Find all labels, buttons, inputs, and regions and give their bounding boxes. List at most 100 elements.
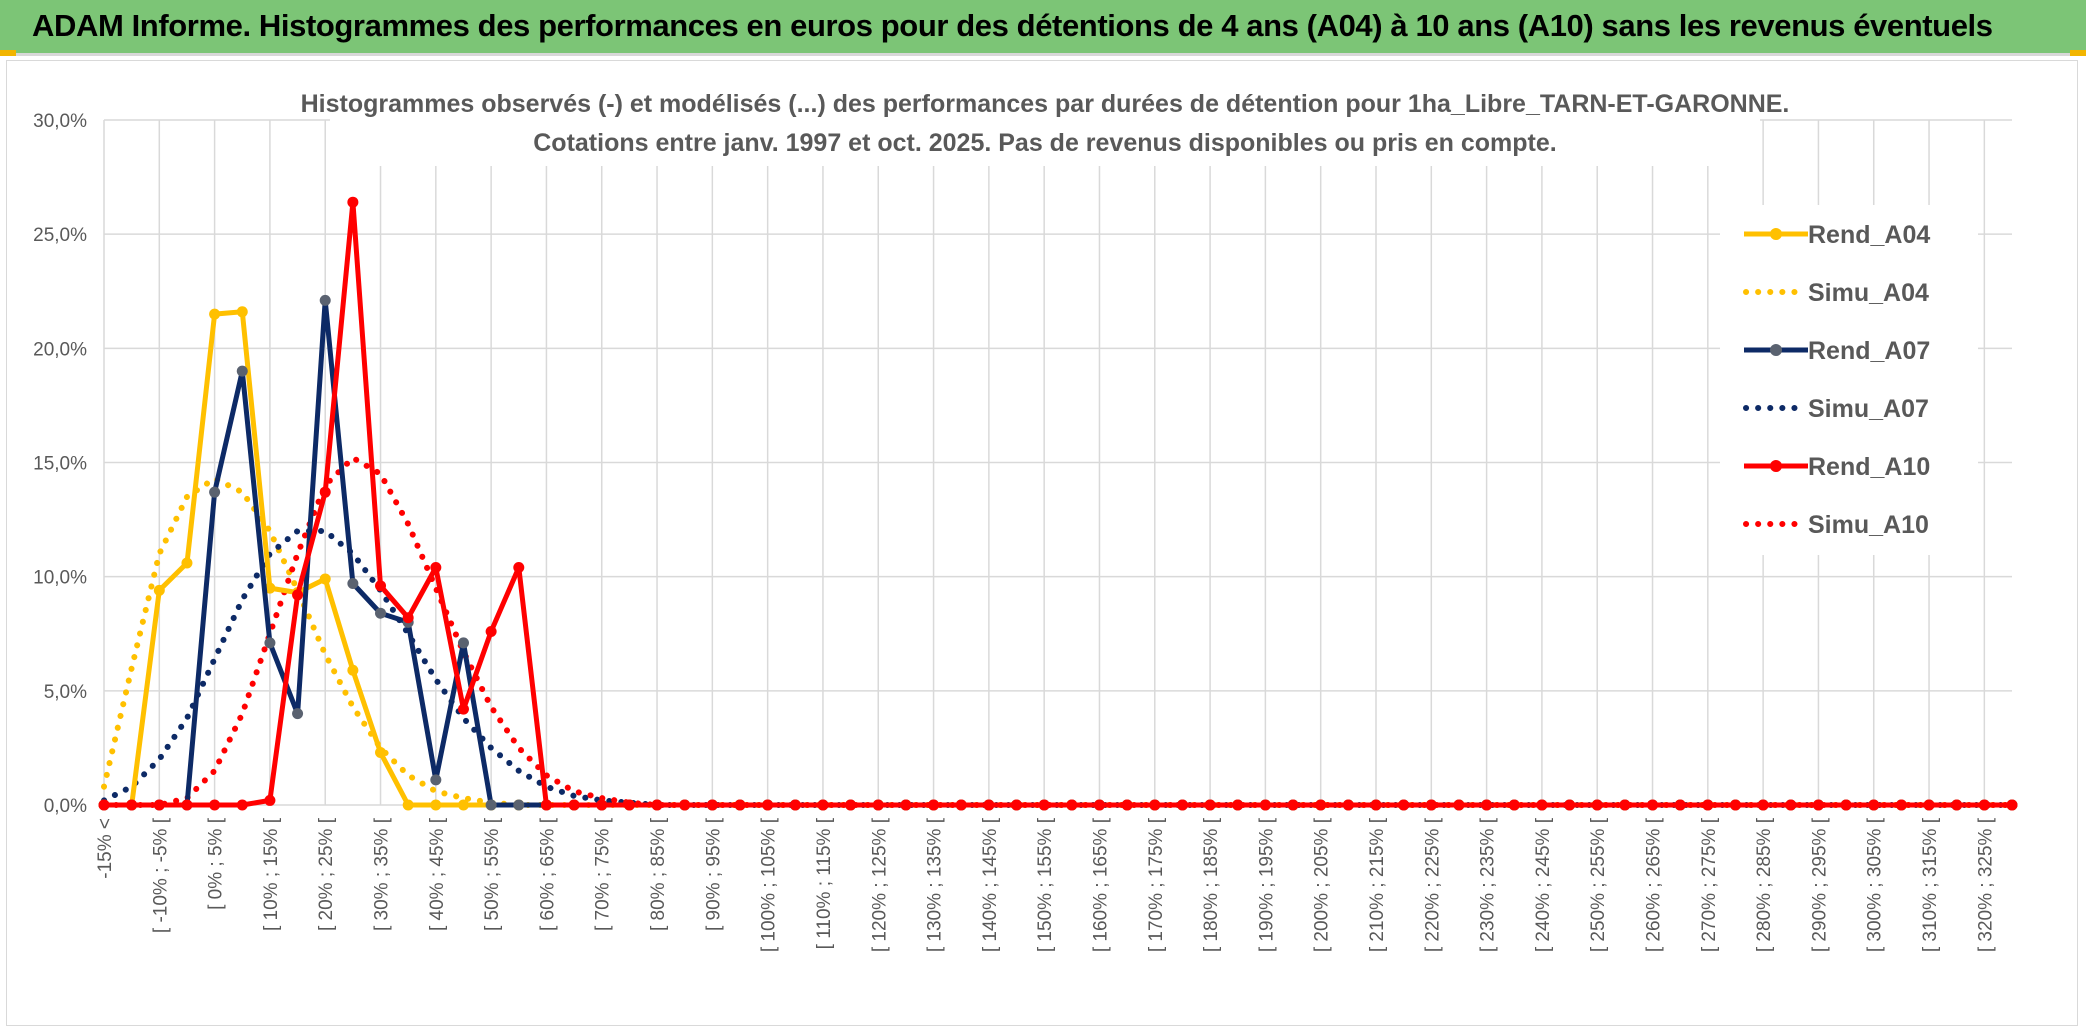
- x-tick-label: [ 20% ; 25% [: [316, 817, 337, 931]
- data-point: [872, 799, 884, 811]
- legend-label: Rend_A10: [1808, 453, 1930, 481]
- x-tick-label: [ 310% ; 315% [: [1920, 817, 1941, 952]
- x-tick-label: [ 300% ; 305% [: [1865, 817, 1886, 952]
- data-point: [928, 799, 940, 811]
- chart-frame: [6, 60, 2078, 1026]
- legend-item-rend-a10: Rend_A10: [1744, 453, 1930, 481]
- x-tick-label: [ 50% ; 55% [: [482, 817, 503, 931]
- chart-legend: Rend_A04 Simu_A04 Rend_A07 Simu_A07 Rend_A10…: [1743, 221, 1930, 539]
- data-point: [485, 625, 497, 637]
- data-point: [126, 799, 138, 811]
- data-point: [430, 562, 442, 574]
- data-point: [1315, 799, 1327, 811]
- data-point: [264, 794, 276, 806]
- data-point: [1729, 799, 1741, 811]
- data-point: [845, 799, 857, 811]
- data-point: [402, 612, 414, 624]
- x-tick-label: [ 140% ; 145% [: [980, 817, 1001, 952]
- x-tick-label: [ 210% ; 215% [: [1367, 817, 1388, 952]
- x-tick-label: [ 160% ; 165% [: [1090, 817, 1111, 952]
- x-tick-label: [ 30% ; 35% [: [372, 817, 393, 931]
- data-point: [181, 557, 193, 569]
- data-point: [457, 637, 469, 649]
- y-tick-label: 20,0%: [33, 339, 87, 360]
- data-point: [1895, 799, 1907, 811]
- legend-item-simu-a04: Simu_A04: [1743, 279, 1929, 307]
- data-point: [568, 799, 580, 811]
- x-tick-label: [ 0% ; 5% [: [206, 817, 227, 910]
- data-point: [375, 607, 387, 619]
- series-simu-a10: [101, 454, 2015, 808]
- data-point: [1287, 799, 1299, 811]
- data-point: [706, 799, 718, 811]
- x-tick-label: [ 90% ; 95% [: [703, 817, 724, 931]
- legend-item-simu-a10: Simu_A10: [1743, 511, 1929, 539]
- legend-marker: [1770, 228, 1782, 240]
- data-point: [1868, 799, 1880, 811]
- chart-subtitle: Cotations entre janv. 1997 et oct. 2025.…: [533, 129, 1556, 157]
- report-banner: ADAM Informe. Histogrammes des performan…: [0, 0, 2086, 56]
- data-point: [209, 486, 221, 498]
- data-point: [402, 799, 414, 811]
- data-point: [430, 774, 442, 786]
- y-tick-label: 5,0%: [44, 682, 87, 703]
- data-point: [596, 799, 608, 811]
- data-point: [347, 664, 359, 676]
- data-point: [900, 799, 912, 811]
- series-line: [101, 528, 2015, 808]
- data-point: [1757, 799, 1769, 811]
- data-point: [264, 582, 276, 594]
- chart-title: Histogrammes observés (-) et modélisés (…: [301, 90, 1790, 118]
- data-point: [236, 365, 248, 377]
- data-point: [1453, 799, 1465, 811]
- data-point: [1591, 799, 1603, 811]
- chart-series: [98, 196, 2018, 811]
- data-point: [1785, 799, 1797, 811]
- x-tick-label: [ 80% ; 85% [: [648, 817, 669, 931]
- x-tick-label: [ 220% ; 225% [: [1422, 817, 1443, 952]
- data-point: [1647, 799, 1659, 811]
- data-point: [1204, 799, 1216, 811]
- data-point: [623, 799, 635, 811]
- data-point: [1923, 799, 1935, 811]
- legend-item-rend-a07: Rend_A07: [1744, 337, 1930, 365]
- data-point: [1011, 799, 1023, 811]
- legend-marker: [1770, 344, 1782, 356]
- x-tick-label: [ 110% ; 115% [: [814, 817, 835, 949]
- data-point: [457, 703, 469, 715]
- y-tick-label: 30,0%: [33, 111, 87, 132]
- data-point: [1978, 799, 1990, 811]
- data-point: [1176, 799, 1188, 811]
- title-background: [330, 78, 1760, 166]
- y-tick-label: 25,0%: [33, 225, 87, 246]
- x-tick-label: [ 290% ; 295% [: [1809, 817, 1830, 952]
- y-tick-label: 10,0%: [33, 568, 87, 589]
- data-point: [1481, 799, 1493, 811]
- data-point: [1398, 799, 1410, 811]
- x-tick-label: [ 240% ; 245% [: [1533, 817, 1554, 952]
- data-point: [430, 799, 442, 811]
- data-point: [1951, 799, 1963, 811]
- x-tick-label: [ 170% ; 175% [: [1146, 817, 1167, 952]
- legend-marker: [1770, 460, 1782, 472]
- data-point: [236, 306, 248, 318]
- y-axis-labels: 0,0% 5,0% 10,0% 15,0% 20,0% 25,0% 30,0%: [33, 111, 87, 817]
- legend-label: Simu_A07: [1808, 395, 1929, 423]
- x-tick-label: [ 120% ; 125% [: [869, 817, 890, 952]
- data-point: [1508, 799, 1520, 811]
- data-point: [292, 708, 304, 720]
- x-tick-label: [ 130% ; 135% [: [925, 817, 946, 952]
- data-point: [181, 799, 193, 811]
- x-tick-label: [ 280% ; 285% [: [1754, 817, 1775, 952]
- data-point: [734, 799, 746, 811]
- data-point: [1066, 799, 1078, 811]
- data-point: [236, 799, 248, 811]
- data-point: [319, 573, 331, 585]
- data-point: [319, 294, 331, 306]
- x-tick-label: [ 190% ; 195% [: [1256, 817, 1277, 952]
- x-tick-label: [ 180% ; 185% [: [1201, 817, 1222, 952]
- x-tick-label: [ 10% ; 15% [: [261, 817, 282, 931]
- data-point: [1536, 799, 1548, 811]
- legend-item-simu-a07: Simu_A07: [1743, 395, 1929, 423]
